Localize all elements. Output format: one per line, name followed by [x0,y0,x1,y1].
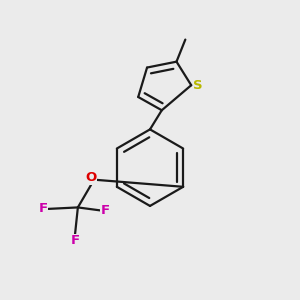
Text: O: O [85,172,97,184]
Text: F: F [70,234,80,247]
Text: S: S [193,79,202,92]
Text: F: F [101,204,110,217]
Text: F: F [39,202,48,215]
